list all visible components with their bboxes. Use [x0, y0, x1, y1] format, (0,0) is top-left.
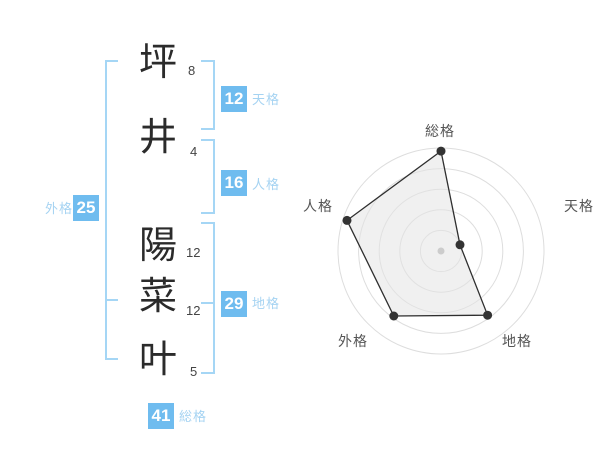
jinkaku-value-badge: 16: [221, 170, 247, 196]
radar-axis-label: 総格: [425, 123, 455, 139]
gaikaku-label: 外格: [45, 201, 74, 216]
stroke-count-5: 5: [190, 364, 198, 379]
stroke-count-3: 12: [186, 245, 201, 260]
soukaku-value-badge: 41: [148, 403, 174, 429]
stroke-count-1: 8: [188, 63, 196, 78]
soukaku-label: 総格: [179, 409, 208, 424]
chikaku-label: 地格: [252, 296, 281, 311]
radar-center-dot: [437, 247, 445, 255]
stroke-count-4: 12: [186, 303, 201, 318]
stroke-count-2: 4: [190, 144, 198, 159]
radar-polygon: [346, 149, 489, 317]
name-char-4: 菜: [138, 276, 177, 318]
radar-axis-label: 人格: [303, 198, 333, 214]
name-char-2: 井: [138, 117, 177, 159]
radar-data-point: [436, 146, 446, 156]
radar-data-point: [483, 310, 493, 320]
radar-axis-label: 地格: [502, 333, 532, 349]
radar-data-point: [342, 215, 352, 225]
tenkaku-label: 天格: [252, 92, 281, 107]
name-char-5: 叶: [138, 339, 177, 381]
radar-axis-label: 外格: [338, 333, 368, 349]
name-char-3: 陽: [138, 225, 177, 267]
radar-data-point: [389, 311, 399, 321]
chikaku-value-badge: 29: [221, 291, 247, 317]
tenkaku-value-badge: 12: [221, 86, 247, 112]
gaikaku-value-badge: 25: [73, 195, 99, 221]
radar-data-point: [455, 240, 465, 250]
radar-axis-label: 天格: [564, 198, 594, 214]
name-char-1: 坪: [138, 42, 177, 84]
jinkaku-label: 人格: [252, 177, 281, 192]
